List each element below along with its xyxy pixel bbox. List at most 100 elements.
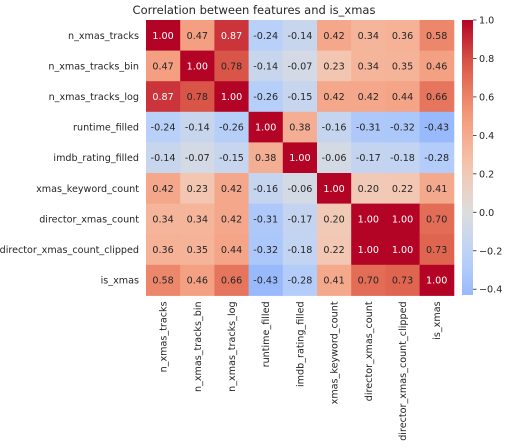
row-tick-label: runtime_filled: [73, 123, 139, 134]
heatmap-cell: [146, 234, 181, 266]
cell-value-label: 0.41: [323, 276, 344, 287]
heatmap-cell: [248, 20, 284, 52]
cell-value-label: -0.07: [287, 61, 312, 72]
heatmap-cell: [248, 203, 284, 235]
heatmap-cell: [419, 173, 455, 205]
heatmap-cell: [282, 203, 318, 235]
heatmap-cell: [214, 50, 250, 82]
cell-value-label: 1.00: [426, 276, 447, 287]
heatmap-cell: [385, 142, 421, 174]
heatmap-cell: [385, 234, 421, 266]
cell-value-label: 0.70: [426, 214, 447, 225]
cell-value-label: 0.35: [392, 61, 413, 72]
cell-value-label: -0.26: [219, 123, 244, 134]
cell-value-label: -0.14: [287, 31, 312, 42]
cell-value-label: -0.07: [185, 153, 210, 164]
cell-value-label: 1.00: [255, 123, 276, 134]
cell-value-label: 0.47: [152, 61, 173, 72]
cell-value-label: -0.18: [287, 245, 312, 256]
heatmap-cell: [180, 142, 215, 174]
heatmap-cell: [214, 81, 250, 113]
cell-value-label: -0.26: [253, 92, 278, 103]
heatmap-cell: [351, 20, 386, 52]
cell-value-label: -0.14: [185, 123, 210, 134]
cell-value-label: -0.14: [253, 61, 278, 72]
cell-value-label: -0.28: [287, 276, 312, 287]
heatmap-cell: [180, 111, 215, 143]
colorbar-tick-label: 1.0: [479, 16, 494, 27]
heatmap-cell: [282, 81, 318, 113]
heatmap-cell: [282, 234, 318, 266]
cell-value-label: -0.24: [253, 31, 278, 42]
heatmap-cell: [146, 81, 181, 113]
heatmap-cell: [351, 173, 386, 205]
heatmap-cell: [317, 142, 352, 174]
row-tick-label: is_xmas: [101, 276, 139, 287]
heatmap-cell: [248, 264, 284, 296]
cell-value-label: -0.32: [390, 123, 415, 134]
column-tick-label: xmas_keyword_count: [330, 301, 341, 404]
row-tick-label: n_xmas_tracks_log: [49, 92, 139, 103]
cell-value-label: -0.17: [287, 214, 312, 225]
heatmap-cell: [385, 173, 421, 205]
cell-value-label: -0.18: [390, 153, 415, 164]
heatmap-cell: [385, 50, 421, 82]
column-tick-label: director_xmas_count: [364, 301, 375, 401]
heatmap-cell: [351, 50, 386, 82]
cell-value-label: -0.43: [253, 276, 278, 287]
heatmap-cell: [317, 81, 352, 113]
cell-value-label: -0.15: [287, 92, 312, 103]
cell-value-label: 0.58: [152, 276, 173, 287]
cell-value-label: 0.20: [323, 214, 344, 225]
heatmap-cell: [214, 142, 250, 174]
column-tick-label: n_xmas_tracks_log: [227, 301, 238, 391]
cell-value-label: 0.36: [392, 31, 413, 42]
heatmap-cell: [248, 81, 284, 113]
cell-value-label: 0.35: [187, 245, 208, 256]
cell-value-label: 0.34: [358, 31, 379, 42]
cell-value-label: -0.06: [287, 184, 312, 195]
cell-value-label: -0.17: [356, 153, 381, 164]
heatmap-cell: [351, 111, 386, 143]
cell-value-label: 0.73: [426, 245, 447, 256]
cell-value-label: 0.41: [426, 184, 447, 195]
heatmap-cell: [214, 111, 250, 143]
cell-value-label: 0.58: [426, 31, 447, 42]
cell-value-label: -0.06: [322, 153, 347, 164]
cell-value-label: -0.28: [424, 153, 449, 164]
heatmap-cell: [419, 203, 455, 235]
heatmap-cell: [180, 234, 215, 266]
colorbar-tick-label: 0.4: [479, 131, 494, 142]
cell-value-label: 0.70: [358, 276, 379, 287]
heatmap-cell: [351, 81, 386, 113]
cell-value-label: 1.00: [392, 245, 413, 256]
cell-value-label: 1.00: [289, 153, 310, 164]
heatmap-cell: [419, 142, 455, 174]
heatmap-cell: [248, 234, 284, 266]
cell-value-label: 0.78: [187, 92, 208, 103]
cell-value-label: 0.42: [323, 92, 344, 103]
cell-value-label: 0.87: [152, 92, 173, 103]
column-tick-label: is_xmas: [432, 301, 443, 339]
heatmap-cell: [248, 173, 284, 205]
cell-value-label: 0.23: [187, 184, 208, 195]
column-tick-label: imdb_rating_filled: [295, 301, 306, 387]
cell-value-label: 0.78: [221, 61, 242, 72]
cell-value-label: 0.42: [358, 92, 379, 103]
heatmap-cell: [146, 264, 181, 296]
heatmap-cell: [317, 20, 352, 52]
heatmap-cell: [419, 81, 455, 113]
cell-value-label: 0.23: [323, 61, 344, 72]
cell-value-label: 0.66: [426, 92, 447, 103]
column-tick-label: n_xmas_tracks_bin: [193, 301, 204, 392]
colorbar: 1.0 0.8 0.6 0.4 0.2 0.0 −0.2 −0.4: [462, 16, 502, 296]
cell-value-label: 1.00: [358, 214, 379, 225]
cell-value-label: 0.44: [392, 92, 413, 103]
cell-value-label: -0.14: [151, 153, 176, 164]
cell-value-label: 0.34: [152, 214, 173, 225]
cell-value-label: -0.16: [253, 184, 278, 195]
colorbar-tick-label: 0.0: [479, 208, 494, 219]
cell-value-label: -0.24: [151, 123, 176, 134]
